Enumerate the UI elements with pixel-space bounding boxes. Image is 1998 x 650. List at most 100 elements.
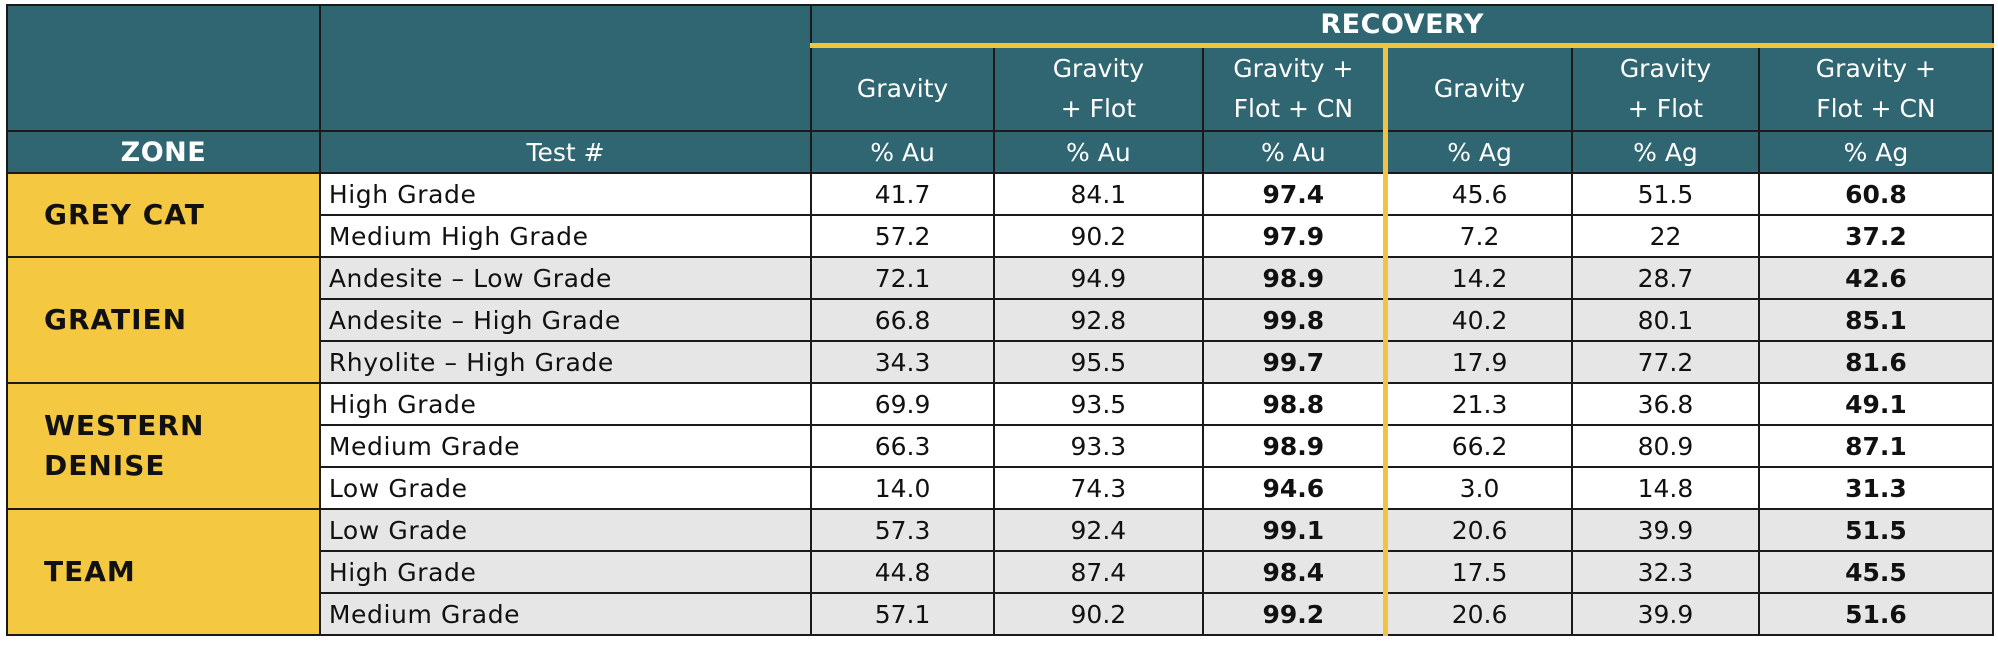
value-cell: 17.5 — [1382, 550, 1574, 594]
value-cell: 57.2 — [810, 214, 995, 258]
value-cell: 87.4 — [992, 550, 1204, 594]
test-cell: High Grade — [318, 382, 813, 426]
table-row: Medium Grade 66.3 93.3 98.9 66.2 80.9 87.1 — [7, 424, 1995, 468]
value-cell: 95.5 — [992, 340, 1204, 384]
value-cell: 45.5 — [1757, 550, 1995, 594]
header-method-line: + Flot — [1627, 94, 1704, 123]
value-cell: 39.9 — [1571, 508, 1760, 552]
value-cell: 57.1 — [810, 592, 995, 636]
value-cell: 69.9 — [810, 382, 995, 426]
header-method-line: Flot + CN — [1816, 94, 1936, 123]
header-method-line: Gravity + — [1233, 54, 1354, 83]
value-cell: 21.3 — [1382, 382, 1574, 426]
value-cell: 40.2 — [1382, 298, 1574, 342]
header-method-line: Gravity — [1433, 74, 1526, 103]
value-cell: 92.4 — [992, 508, 1204, 552]
value-cell: 90.2 — [992, 592, 1204, 636]
table-row: Low Grade 14.0 74.3 94.6 3.0 14.8 31.3 — [7, 466, 1995, 510]
value-cell: 66.3 — [810, 424, 995, 468]
value-cell: 20.6 — [1382, 592, 1574, 636]
table-row: High Grade 44.8 87.4 98.4 17.5 32.3 45.5 — [7, 550, 1995, 594]
table-row: Medium Grade 57.1 90.2 99.2 20.6 39.9 51.6 — [7, 592, 1995, 636]
header-method-5: Gravity + Flot — [1571, 44, 1760, 132]
header-test: Test # — [318, 130, 813, 174]
header-unit-4: % Ag — [1382, 130, 1574, 174]
header-blank-test — [318, 4, 813, 132]
value-cell: 93.5 — [992, 382, 1204, 426]
zone-cell: GREY CAT — [6, 172, 321, 258]
value-cell: 92.8 — [992, 298, 1204, 342]
table-row: WESTERN DENISE High Grade 69.9 93.5 98.8 21.3… — [6, 382, 1995, 510]
value-cell: 93.3 — [992, 424, 1204, 468]
value-cell: 44.8 — [810, 550, 995, 594]
header-zone: ZONE — [6, 130, 321, 174]
value-cell: 51.5 — [1571, 172, 1760, 216]
header-unit-1: % Au — [810, 130, 995, 174]
value-cell: 99.8 — [1201, 298, 1387, 342]
header-method-2: Gravity + Flot — [992, 44, 1204, 132]
header-units-row: ZONE Test # % Au% Au% Au% Ag% Ag% Ag — [6, 130, 1995, 174]
zone-cell: TEAM — [6, 508, 321, 636]
test-cell: Medium Grade — [318, 424, 813, 468]
header-unit-2: % Au — [992, 130, 1204, 174]
header-methods-row: Gravity Gravity + Flot Gravity + Flot + CN Gr… — [7, 44, 1995, 132]
value-cell: 51.5 — [1757, 508, 1995, 552]
header-unit-5: % Ag — [1571, 130, 1760, 174]
header-method-line: Gravity — [1619, 54, 1712, 83]
value-cell: 45.6 — [1382, 172, 1574, 216]
table-row: Andesite – High Grade 66.8 92.8 99.8 40.2 80.… — [7, 298, 1995, 342]
recovery-table: RECOVERY Gravity Gravity + Flot Gravity + Fl… — [6, 4, 1995, 636]
value-cell: 99.7 — [1201, 340, 1387, 384]
test-cell: Medium Grade — [318, 592, 813, 636]
value-cell: 37.2 — [1757, 214, 1995, 258]
header-method-4: Gravity — [1382, 44, 1574, 132]
value-cell: 97.4 — [1201, 172, 1387, 216]
zone-cell: GRATIEN — [6, 256, 321, 384]
value-cell: 97.9 — [1201, 214, 1387, 258]
header-method-6: Gravity + Flot + CN — [1757, 44, 1995, 132]
value-cell: 98.8 — [1201, 382, 1387, 426]
value-cell: 72.1 — [810, 256, 995, 300]
value-cell: 94.9 — [992, 256, 1204, 300]
value-cell: 17.9 — [1382, 340, 1574, 384]
value-cell: 60.8 — [1757, 172, 1995, 216]
zone-cell: WESTERN DENISE — [6, 382, 321, 510]
value-cell: 22 — [1571, 214, 1760, 258]
value-cell: 84.1 — [992, 172, 1204, 216]
value-cell: 85.1 — [1757, 298, 1995, 342]
table-row: GRATIEN Andesite – Low Grade 72.1 94.9 98.9 1… — [6, 256, 1995, 384]
header-unit-3: % Au — [1201, 130, 1387, 174]
value-cell: 3.0 — [1382, 466, 1574, 510]
value-cell: 74.3 — [992, 466, 1204, 510]
header-blank-zone — [6, 4, 321, 132]
value-cell: 14.0 — [810, 466, 995, 510]
test-cell: Low Grade — [318, 508, 813, 552]
test-cell: High Grade — [318, 550, 813, 594]
test-cell: Andesite – High Grade — [318, 298, 813, 342]
table-row: Rhyolite – High Grade 34.3 95.5 99.7 17.9 77.… — [7, 340, 1995, 384]
value-cell: 51.6 — [1757, 592, 1995, 636]
value-cell: 98.9 — [1201, 424, 1387, 468]
value-cell: 7.2 — [1382, 214, 1574, 258]
test-cell: High Grade — [318, 172, 813, 216]
test-cell: Medium High Grade — [318, 214, 813, 258]
recovery-table-container: RECOVERY Gravity Gravity + Flot Gravity + Fl… — [6, 4, 1995, 636]
value-cell: 28.7 — [1571, 256, 1760, 300]
header-method-line: Gravity — [856, 74, 949, 103]
value-cell: 87.1 — [1757, 424, 1995, 468]
value-cell: 41.7 — [810, 172, 995, 216]
value-cell: 57.3 — [810, 508, 995, 552]
value-cell: 14.2 — [1382, 256, 1574, 300]
header-method-3: Gravity + Flot + CN — [1201, 44, 1387, 132]
table-row: Medium High Grade 57.2 90.2 97.9 7.2 22 37.2 — [7, 214, 1995, 258]
value-cell: 98.4 — [1201, 550, 1387, 594]
value-cell: 36.8 — [1571, 382, 1760, 426]
table-body: GREY CAT High Grade 41.7 84.1 97.4 45.6 51.5 60… — [6, 172, 1995, 636]
header-method-line: Flot + CN — [1233, 94, 1354, 123]
value-cell: 90.2 — [992, 214, 1204, 258]
value-cell: 14.8 — [1571, 466, 1760, 510]
test-cell: Rhyolite – High Grade — [318, 340, 813, 384]
value-cell: 98.9 — [1201, 256, 1387, 300]
value-cell: 99.2 — [1201, 592, 1387, 636]
value-cell: 20.6 — [1382, 508, 1574, 552]
